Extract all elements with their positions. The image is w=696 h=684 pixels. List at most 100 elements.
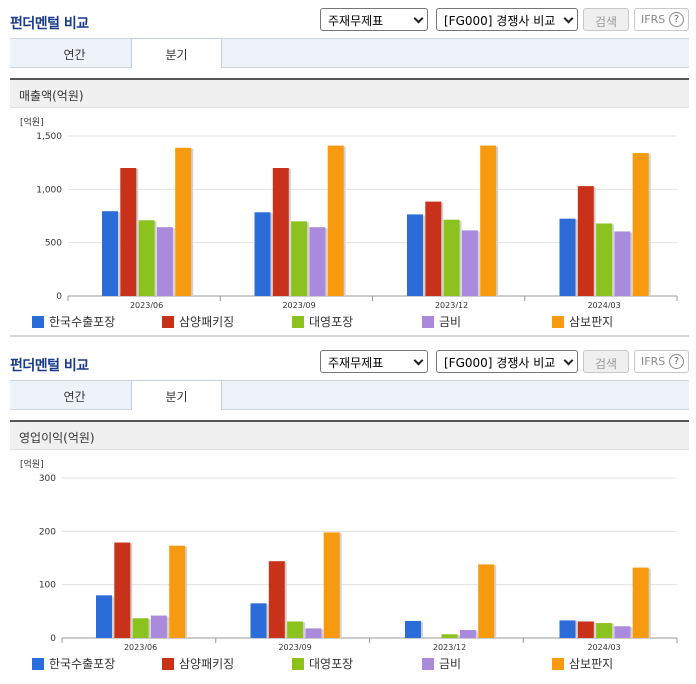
bar-한국수출포장-2023/12[interactable] [407, 214, 423, 296]
revenue-bar-chart: [억원] 0 500 1,000 1,500 2023/06 2023/09 2023/12 2… [20, 116, 678, 308]
legend-swatch [162, 658, 174, 670]
bar-삼보판지-2023/06[interactable] [175, 147, 192, 296]
bar-금비-2023/12[interactable] [461, 230, 478, 296]
bar-삼보판지-2023/09[interactable] [323, 532, 340, 638]
peer-select-value: [FG000] 경쟁사 비교 [444, 14, 556, 28]
section-divider [10, 335, 689, 337]
ifrs-help-button[interactable]: IFRS ? [634, 350, 689, 373]
legend-label: 삼양패키징 [179, 657, 235, 671]
bar-삼보판지-2023/12[interactable] [480, 145, 497, 296]
bar-한국수출포장-2024/03[interactable] [559, 218, 576, 296]
statement-select[interactable]: 주재무제표 [320, 350, 428, 373]
bar-삼양패키징-2023/09[interactable] [268, 561, 285, 638]
peer-select[interactable]: [FG000] 경쟁사 비교 [436, 350, 578, 373]
unit-label: [억원] [20, 116, 44, 128]
y-tick-label: 0 [50, 634, 56, 644]
bar-삼양패키징-2023/06[interactable] [114, 542, 131, 638]
chevron-down-icon [413, 13, 424, 24]
bar-한국수출포장-2024/03[interactable] [559, 620, 576, 638]
bar-대영포장-2023/06[interactable] [138, 220, 155, 296]
y-tick-label: 300 [39, 474, 56, 484]
legend-swatch [292, 316, 304, 328]
x-tick-label: 2024/03 [587, 301, 620, 308]
bar-금비-2024/03[interactable] [614, 231, 631, 296]
legend-swatch [552, 658, 564, 670]
legend-item[interactable]: 금비 [422, 655, 461, 672]
bar-금비-2023/09[interactable] [305, 628, 322, 638]
legend-item[interactable]: 삼보판지 [552, 313, 613, 330]
legend-swatch [32, 658, 44, 670]
bar-한국수출포장-2023/06[interactable] [96, 595, 112, 638]
bar-한국수출포장-2023/09[interactable] [250, 603, 267, 638]
bar-금비-2023/06[interactable] [150, 615, 167, 638]
legend-label: 한국수출포장 [49, 657, 116, 671]
tab-annual[interactable]: 연간 [63, 48, 86, 62]
legend-label: 삼보판지 [569, 315, 614, 329]
legend-item[interactable]: 한국수출포장 [32, 655, 115, 672]
help-icon: ? [669, 354, 684, 369]
legend-swatch [292, 658, 304, 670]
x-tick-label: 2023/06 [130, 301, 163, 308]
legend-item[interactable]: 금비 [422, 313, 461, 330]
bar-삼양패키징-2024/03[interactable] [577, 186, 594, 296]
tab-quarterly[interactable]: 분기 [131, 380, 222, 410]
peer-select[interactable]: [FG000] 경쟁사 비교 [436, 8, 578, 31]
bar-삼양패키징-2023/06[interactable] [120, 168, 137, 296]
bar-대영포장-2024/03[interactable] [596, 223, 613, 296]
bar-삼보판지-2023/12[interactable] [478, 564, 495, 638]
section-title: 펀더멘털 비교 [10, 358, 89, 374]
help-icon: ? [669, 12, 684, 27]
ifrs-help-button[interactable]: IFRS ? [634, 8, 689, 31]
bar-삼양패키징-2024/03[interactable] [577, 621, 594, 638]
legend-item[interactable]: 삼양패키징 [162, 313, 234, 330]
bar-삼양패키징-2023/09[interactable] [272, 168, 289, 296]
x-tick-label: 2023/09 [282, 301, 315, 308]
search-button[interactable]: 검색 [583, 350, 629, 373]
bar-대영포장-2023/12[interactable] [443, 219, 460, 296]
legend-item[interactable]: 대영포장 [292, 313, 353, 330]
bar-삼보판지-2024/03[interactable] [632, 153, 649, 296]
legend-label: 금비 [439, 657, 462, 671]
bar-삼양패키징-2023/12[interactable] [425, 201, 442, 296]
legend-item[interactable]: 삼보판지 [552, 655, 613, 672]
bar-한국수출포장-2023/12[interactable] [405, 620, 421, 638]
bar-금비-2023/12[interactable] [459, 630, 476, 638]
section-header: 펀더멘털 비교 주재무제표 [FG000] 경쟁사 비교 검색 IFRS ? [0, 0, 696, 36]
chart-panel-title: 매출액(억원) [19, 89, 84, 103]
x-tick-label: 2023/06 [124, 643, 157, 650]
legend-swatch [32, 316, 44, 328]
legend-item[interactable]: 대영포장 [292, 655, 353, 672]
legend-swatch [422, 658, 434, 670]
ifrs-label: IFRS [641, 355, 666, 368]
legend-swatch [552, 316, 564, 328]
chevron-down-icon [563, 355, 574, 366]
y-tick-label: 500 [45, 239, 62, 249]
y-tick-label: 1,000 [36, 185, 62, 195]
ifrs-label: IFRS [641, 13, 666, 26]
bar-삼보판지-2024/03[interactable] [632, 567, 649, 638]
bar-금비-2023/06[interactable] [156, 227, 173, 296]
legend-item[interactable]: 삼양패키징 [162, 655, 234, 672]
x-tick-label: 2024/03 [587, 643, 620, 650]
legend-label: 금비 [439, 315, 462, 329]
chart-panel-title: 영업이익(억원) [19, 431, 95, 445]
bar-금비-2023/09[interactable] [309, 227, 326, 296]
legend-item[interactable]: 한국수출포장 [32, 313, 115, 330]
bar-대영포장-2023/12[interactable] [441, 634, 458, 638]
tab-annual[interactable]: 연간 [63, 390, 86, 404]
statement-select[interactable]: 주재무제표 [320, 8, 428, 31]
section-header: 펀더멘털 비교 주재무제표 [FG000] 경쟁사 비교 검색 IFRS ? [0, 342, 696, 378]
legend-label: 대영포장 [309, 315, 354, 329]
bar-대영포장-2023/09[interactable] [291, 221, 308, 296]
bar-삼보판지-2023/06[interactable] [169, 545, 186, 638]
chart-legend: 한국수출포장 삼양패키징 대영포장 금비 삼보판지 [0, 313, 696, 329]
bar-한국수출포장-2023/09[interactable] [254, 212, 271, 296]
bar-한국수출포장-2023/06[interactable] [102, 211, 118, 296]
bar-삼보판지-2023/09[interactable] [327, 145, 344, 296]
bar-금비-2024/03[interactable] [614, 626, 631, 638]
bar-대영포장-2023/09[interactable] [287, 621, 304, 638]
bar-대영포장-2024/03[interactable] [596, 623, 613, 638]
tab-quarterly[interactable]: 분기 [131, 38, 222, 68]
search-button[interactable]: 검색 [583, 8, 629, 31]
bar-대영포장-2023/06[interactable] [132, 618, 149, 638]
